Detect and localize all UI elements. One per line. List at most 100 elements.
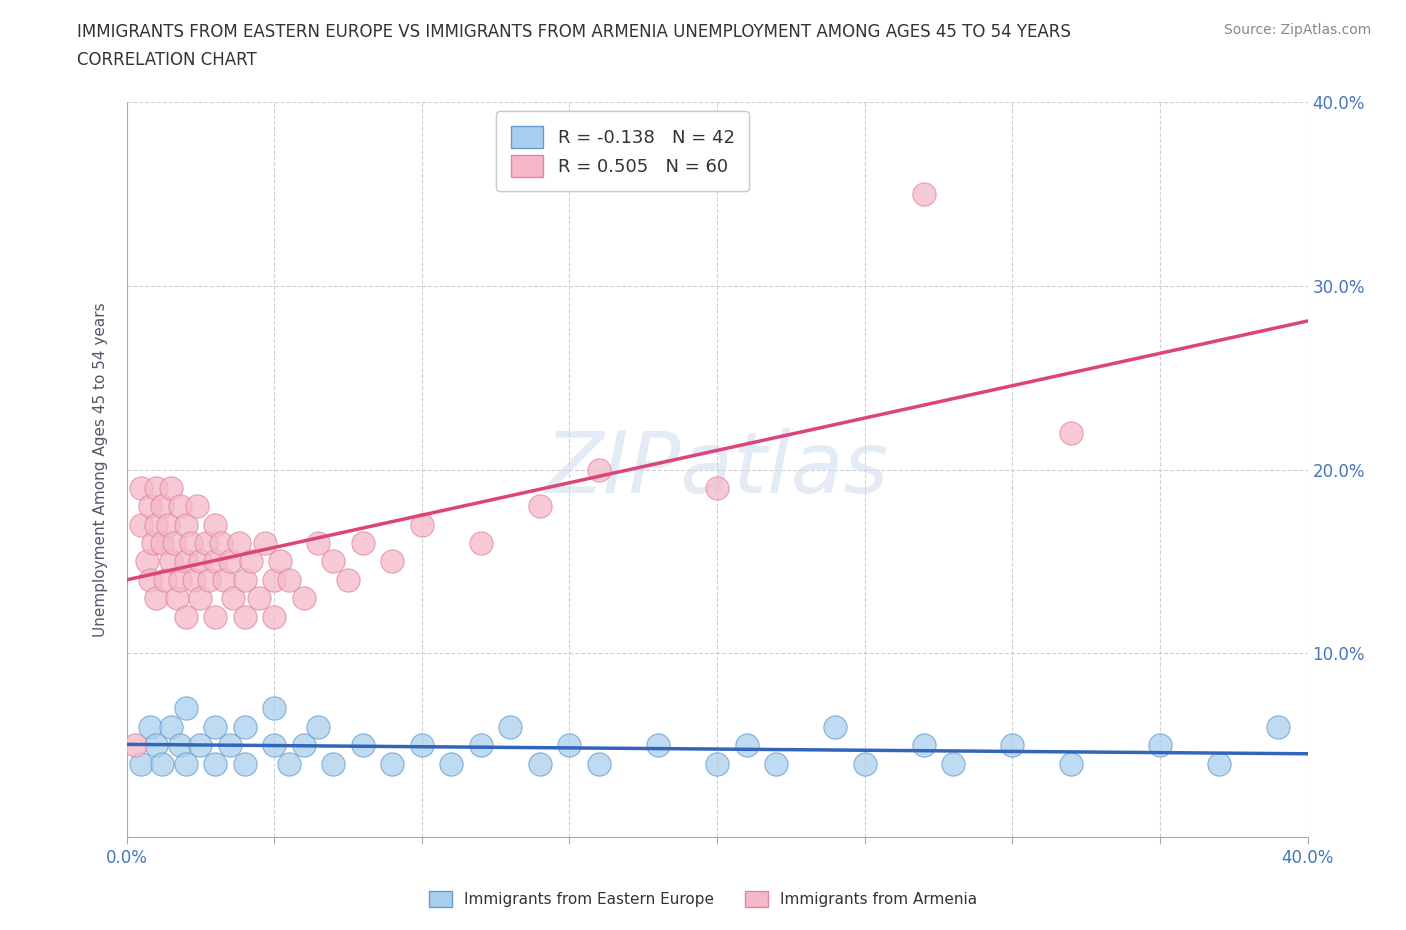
Point (233, 756, 256, 771)
Point (153, 572, 176, 588)
Point (1060, 426, 1083, 441)
Point (912, 187, 935, 202)
Point (204, 609, 226, 624)
Point (142, 536, 165, 551)
Point (239, 554, 262, 569)
Point (588, 462, 610, 477)
Point (529, 498, 551, 513)
Point (254, 536, 277, 551)
Point (470, 737, 492, 752)
Point (188, 737, 212, 752)
Point (139, 572, 162, 588)
Point (706, 756, 728, 771)
Point (1060, 756, 1083, 771)
Point (381, 756, 404, 771)
Point (588, 756, 610, 771)
Point (222, 591, 245, 605)
Point (853, 756, 876, 771)
Point (169, 498, 191, 513)
Point (308, 720, 330, 735)
Point (228, 536, 250, 551)
Point (233, 720, 256, 735)
Point (233, 609, 256, 624)
Point (150, 756, 173, 771)
Point (195, 536, 218, 551)
Point (647, 737, 669, 752)
Point (156, 517, 179, 532)
Point (292, 591, 315, 605)
Point (186, 498, 208, 513)
Point (166, 591, 188, 605)
Point (912, 737, 935, 752)
Text: IMMIGRANTS FROM EASTERN EUROPE VS IMMIGRANTS FROM ARMENIA UNEMPLOYMENT AMONG AGE: IMMIGRANTS FROM EASTERN EUROPE VS IMMIGR… (77, 23, 1071, 41)
Point (337, 572, 360, 588)
Point (352, 737, 374, 752)
Point (183, 572, 205, 588)
Point (1149, 737, 1171, 752)
Point (824, 720, 846, 735)
Point (529, 756, 551, 771)
Text: CORRELATION CHART: CORRELATION CHART (77, 51, 257, 69)
Point (269, 554, 291, 569)
Point (139, 720, 162, 735)
Point (942, 756, 965, 771)
Point (322, 756, 344, 771)
Point (499, 720, 522, 735)
Point (160, 481, 183, 496)
Point (169, 737, 191, 752)
Point (440, 756, 463, 771)
Point (204, 517, 226, 532)
Point (174, 609, 197, 624)
Point (150, 536, 173, 551)
Point (263, 701, 285, 716)
Point (150, 498, 173, 513)
Point (145, 591, 167, 605)
Point (163, 536, 186, 551)
Point (352, 536, 374, 551)
Point (219, 737, 242, 752)
Point (124, 737, 146, 752)
Point (174, 554, 197, 569)
Point (212, 572, 235, 588)
Point (308, 536, 330, 551)
Legend: Immigrants from Eastern Europe, Immigrants from Armenia: Immigrants from Eastern Europe, Immigran… (423, 884, 983, 913)
Legend: R = -0.138   N = 42, R = 0.505   N = 60: R = -0.138 N = 42, R = 0.505 N = 60 (496, 112, 749, 192)
Point (188, 554, 212, 569)
Point (735, 737, 758, 752)
Point (180, 536, 202, 551)
Point (411, 737, 433, 752)
Point (558, 737, 581, 752)
Point (169, 572, 191, 588)
Point (381, 554, 404, 569)
Point (188, 591, 212, 605)
Point (198, 572, 221, 588)
Point (160, 554, 183, 569)
Point (263, 609, 285, 624)
Point (470, 536, 492, 551)
Y-axis label: Unemployment Among Ages 45 to 54 years: Unemployment Among Ages 45 to 54 years (93, 302, 108, 637)
Point (1267, 720, 1289, 735)
Point (209, 536, 232, 551)
Point (174, 701, 197, 716)
Point (204, 756, 226, 771)
Point (249, 591, 271, 605)
Point (139, 498, 162, 513)
Point (322, 554, 344, 569)
Point (233, 572, 256, 588)
Point (219, 554, 242, 569)
Point (204, 554, 226, 569)
Point (204, 720, 226, 735)
Point (706, 481, 728, 496)
Point (145, 517, 167, 532)
Point (174, 756, 197, 771)
Point (411, 517, 433, 532)
Point (145, 481, 167, 496)
Point (136, 554, 159, 569)
Text: ZIPatlas: ZIPatlas (546, 428, 889, 512)
Point (145, 737, 167, 752)
Point (174, 517, 197, 532)
Point (129, 517, 153, 532)
Point (765, 756, 787, 771)
Point (278, 756, 301, 771)
Text: Source: ZipAtlas.com: Source: ZipAtlas.com (1223, 23, 1371, 37)
